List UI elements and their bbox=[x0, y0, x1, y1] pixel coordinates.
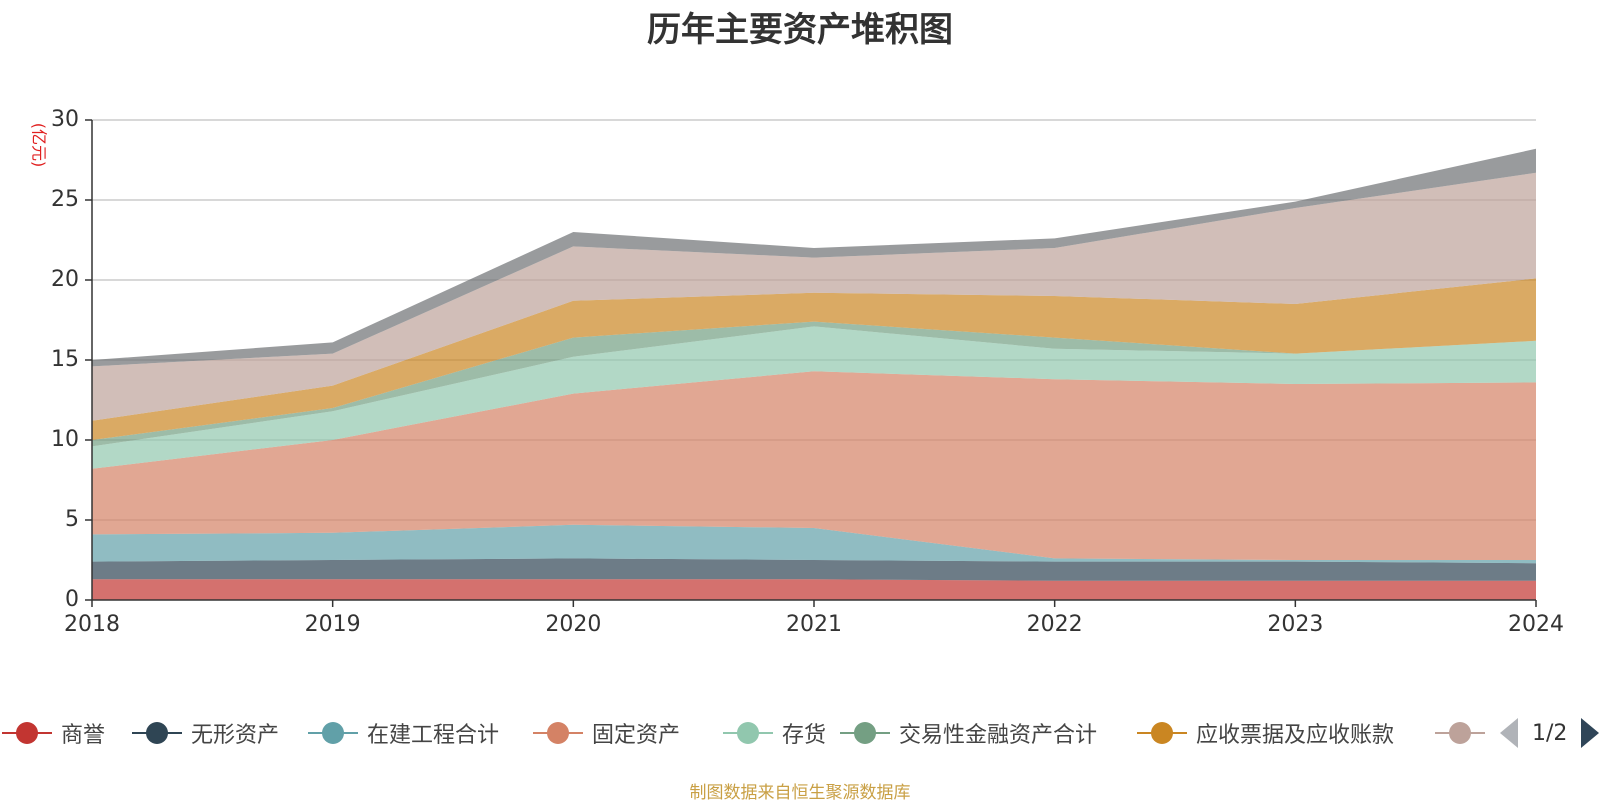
area-series-1 bbox=[92, 579, 1536, 600]
x-tick-label: 2023 bbox=[1267, 612, 1323, 637]
y-tick-label: 5 bbox=[65, 507, 79, 532]
legend-item[interactable] bbox=[1435, 718, 1485, 748]
area-series-8 bbox=[92, 172, 1536, 421]
area-series bbox=[92, 148, 1536, 600]
area-series-2 bbox=[92, 558, 1536, 581]
x-tick-label: 2019 bbox=[305, 612, 361, 637]
y-tick-label: 30 bbox=[51, 107, 79, 132]
legend-label: 存货 bbox=[782, 723, 827, 748]
y-tick-label: 25 bbox=[51, 187, 79, 212]
x-tick-label: 2020 bbox=[545, 612, 601, 637]
legend-marker-icon bbox=[723, 718, 773, 748]
legend-label: 无形资产 bbox=[191, 723, 280, 748]
legend-marker-icon bbox=[2, 718, 52, 748]
legend-marker-icon bbox=[1435, 718, 1485, 748]
stacked-area-chart: 0 5 10 15 20 25 30 2018 2019 2020 2021 2022 2023 2024… bbox=[30, 107, 1565, 637]
x-tick-label: 2018 bbox=[64, 612, 120, 637]
legend-item[interactable]: 在建工程合计 bbox=[308, 718, 499, 748]
area-series-7 bbox=[92, 278, 1536, 440]
x-tick-label: 2021 bbox=[786, 612, 842, 637]
y-tick-label: 20 bbox=[51, 267, 79, 292]
y-axis-label: (亿元) bbox=[30, 123, 49, 168]
legend-item[interactable]: 存货 bbox=[723, 718, 826, 748]
legend-label: 交易性金融资产合计 bbox=[899, 723, 1098, 748]
area-series-3 bbox=[92, 524, 1536, 564]
y-tick-label: 15 bbox=[51, 347, 79, 372]
legend-pager: 1/2 bbox=[1500, 718, 1600, 748]
legend-item[interactable]: 无形资产 bbox=[132, 718, 279, 748]
legend-item[interactable]: 商誉 bbox=[2, 718, 105, 748]
legend-marker-icon bbox=[132, 718, 182, 748]
y-tick-label: 10 bbox=[51, 427, 79, 452]
chart-title: 历年主要资产堆积图 bbox=[647, 10, 953, 50]
legend-item[interactable]: 应收票据及应收账款 bbox=[1137, 718, 1394, 748]
x-tick-label: 2022 bbox=[1027, 612, 1083, 637]
legend-label: 应收票据及应收账款 bbox=[1196, 723, 1395, 748]
legend-label: 商誉 bbox=[61, 723, 106, 748]
legend-marker-icon bbox=[840, 718, 890, 748]
area-series-4 bbox=[92, 371, 1536, 560]
area-series-5 bbox=[92, 326, 1536, 469]
legend-label: 固定资产 bbox=[592, 723, 681, 748]
x-tick-label: 2024 bbox=[1508, 612, 1564, 637]
axes: 0 5 10 15 20 25 30 2018 2019 2020 2021 2022 2023 2024 bbox=[51, 107, 1564, 637]
triangle-left-icon[interactable] bbox=[1500, 718, 1518, 748]
legend-label: 在建工程合计 bbox=[367, 723, 500, 748]
legend-item[interactable]: 固定资产 bbox=[533, 718, 680, 748]
area-series-9 bbox=[92, 148, 1536, 367]
triangle-right-icon[interactable] bbox=[1581, 718, 1600, 748]
legend-item[interactable]: 交易性金融资产合计 bbox=[840, 718, 1097, 748]
data-source-note: 制图数据来自恒生聚源数据库 bbox=[689, 783, 911, 803]
y-tick-label: 0 bbox=[65, 587, 79, 612]
legend-marker-icon bbox=[1137, 718, 1187, 748]
legend-marker-icon bbox=[533, 718, 583, 748]
legend-marker-icon bbox=[308, 718, 358, 748]
legend-page-indicator: 1/2 bbox=[1532, 720, 1568, 746]
